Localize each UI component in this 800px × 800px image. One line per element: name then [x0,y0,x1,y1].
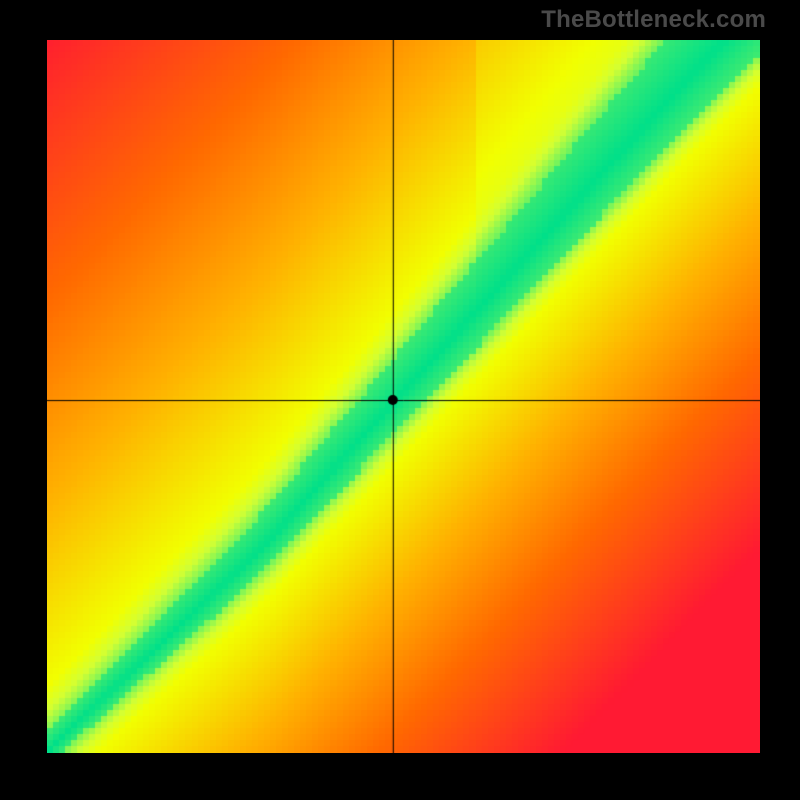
heatmap-canvas [47,40,760,753]
stage: TheBottleneck.com [0,0,800,800]
watermark-text: TheBottleneck.com [541,6,766,34]
heatmap-plot [47,40,760,753]
